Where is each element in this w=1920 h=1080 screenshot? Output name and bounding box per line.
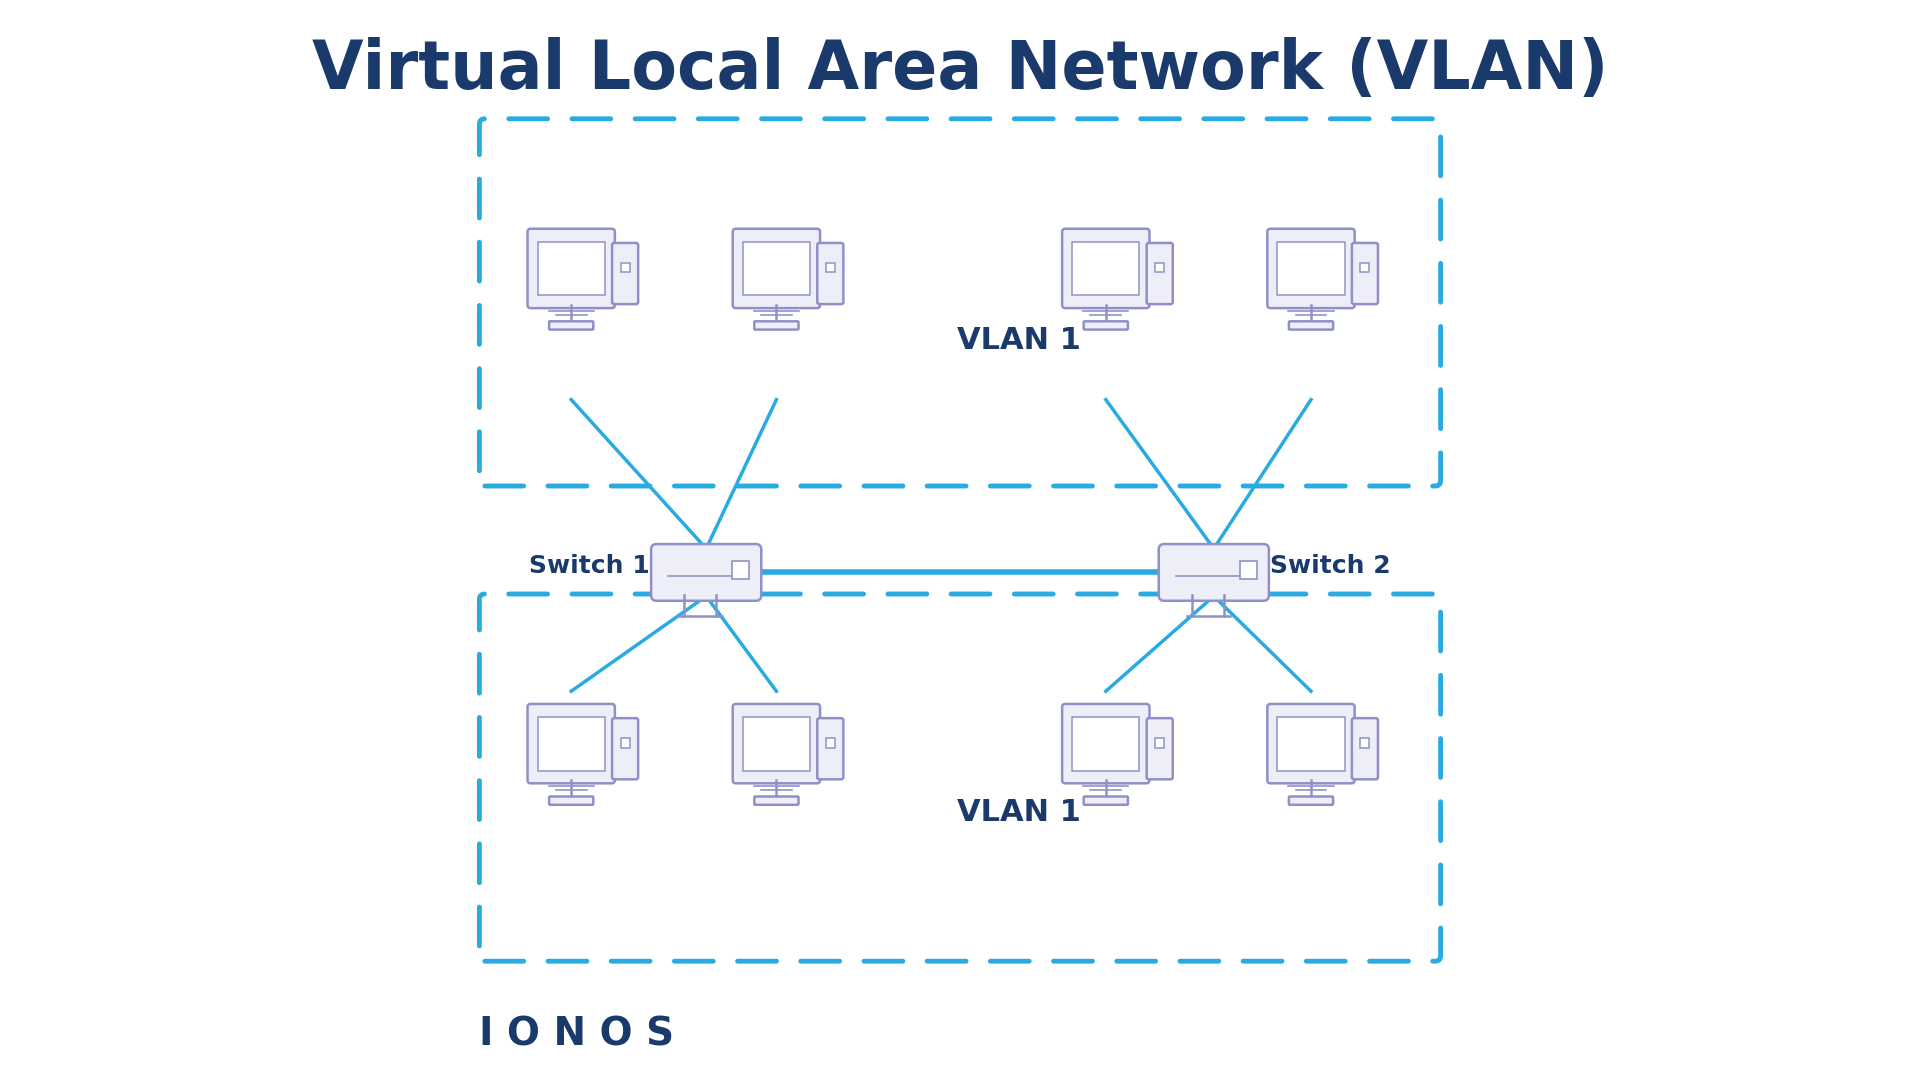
- FancyBboxPatch shape: [818, 718, 843, 780]
- FancyBboxPatch shape: [755, 797, 799, 805]
- FancyBboxPatch shape: [1267, 229, 1356, 308]
- Text: Switch 2: Switch 2: [1269, 554, 1390, 578]
- FancyBboxPatch shape: [818, 243, 843, 305]
- FancyBboxPatch shape: [620, 264, 630, 272]
- FancyBboxPatch shape: [1156, 739, 1164, 747]
- FancyBboxPatch shape: [1240, 562, 1258, 579]
- Text: I O N O S: I O N O S: [480, 1015, 674, 1054]
- Text: VLAN 1: VLAN 1: [958, 798, 1081, 826]
- FancyBboxPatch shape: [1062, 229, 1150, 308]
- FancyBboxPatch shape: [1288, 797, 1332, 805]
- FancyBboxPatch shape: [1361, 739, 1369, 747]
- FancyBboxPatch shape: [549, 797, 593, 805]
- FancyBboxPatch shape: [743, 717, 810, 771]
- FancyBboxPatch shape: [620, 739, 630, 747]
- FancyBboxPatch shape: [1361, 264, 1369, 272]
- FancyBboxPatch shape: [651, 544, 760, 600]
- FancyBboxPatch shape: [733, 229, 820, 308]
- FancyBboxPatch shape: [528, 229, 614, 308]
- FancyBboxPatch shape: [612, 718, 637, 780]
- FancyBboxPatch shape: [732, 562, 749, 579]
- FancyBboxPatch shape: [826, 739, 835, 747]
- FancyBboxPatch shape: [1267, 704, 1356, 783]
- FancyBboxPatch shape: [1277, 717, 1344, 771]
- FancyBboxPatch shape: [538, 717, 605, 771]
- FancyBboxPatch shape: [1146, 718, 1173, 780]
- FancyBboxPatch shape: [1352, 718, 1379, 780]
- FancyBboxPatch shape: [1288, 321, 1332, 329]
- FancyBboxPatch shape: [733, 704, 820, 783]
- FancyBboxPatch shape: [1277, 242, 1344, 296]
- FancyBboxPatch shape: [1071, 242, 1139, 296]
- FancyBboxPatch shape: [1083, 321, 1127, 329]
- FancyBboxPatch shape: [755, 321, 799, 329]
- FancyBboxPatch shape: [528, 704, 614, 783]
- Text: Switch 1: Switch 1: [530, 554, 651, 578]
- FancyBboxPatch shape: [1083, 797, 1127, 805]
- FancyBboxPatch shape: [1158, 544, 1269, 600]
- FancyBboxPatch shape: [538, 242, 605, 296]
- FancyBboxPatch shape: [1062, 704, 1150, 783]
- FancyBboxPatch shape: [1156, 264, 1164, 272]
- FancyBboxPatch shape: [826, 264, 835, 272]
- FancyBboxPatch shape: [549, 321, 593, 329]
- FancyBboxPatch shape: [1146, 243, 1173, 305]
- Text: VLAN 1: VLAN 1: [958, 326, 1081, 354]
- FancyBboxPatch shape: [612, 243, 637, 305]
- Text: Virtual Local Area Network (VLAN): Virtual Local Area Network (VLAN): [311, 37, 1609, 104]
- FancyBboxPatch shape: [1352, 243, 1379, 305]
- FancyBboxPatch shape: [743, 242, 810, 296]
- FancyBboxPatch shape: [1071, 717, 1139, 771]
